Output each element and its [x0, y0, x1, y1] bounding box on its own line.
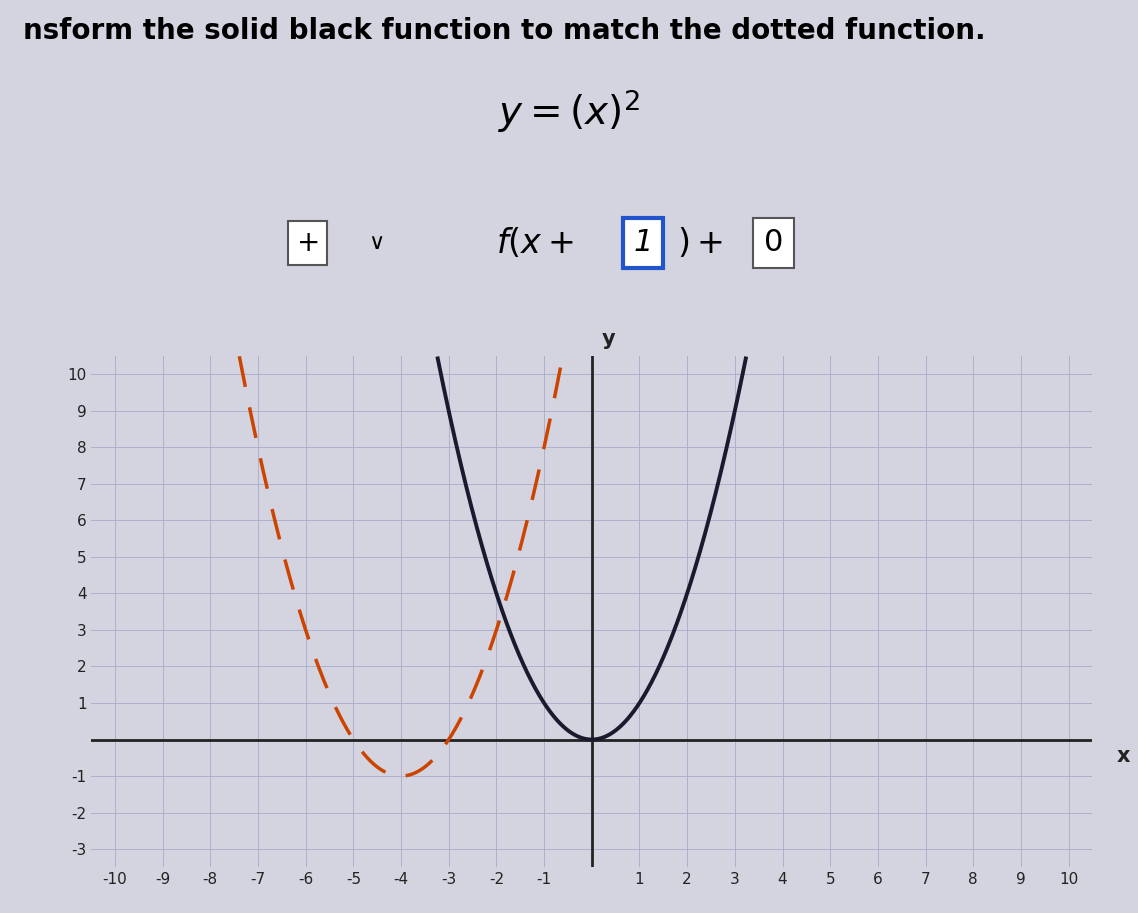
Text: $)+$: $)+$: [677, 226, 723, 260]
Text: y: y: [602, 329, 616, 349]
Text: 0: 0: [764, 228, 784, 257]
Text: 1: 1: [633, 228, 653, 257]
Text: $y = (x)^2$: $y = (x)^2$: [498, 87, 640, 135]
Text: nsform the solid black function to match the dotted function.: nsform the solid black function to match…: [23, 17, 986, 46]
Text: $f(x+$: $f(x+$: [496, 226, 574, 260]
Text: x: x: [1116, 746, 1130, 766]
Text: $\vee$: $\vee$: [368, 233, 384, 253]
Text: $+$: $+$: [296, 229, 319, 257]
